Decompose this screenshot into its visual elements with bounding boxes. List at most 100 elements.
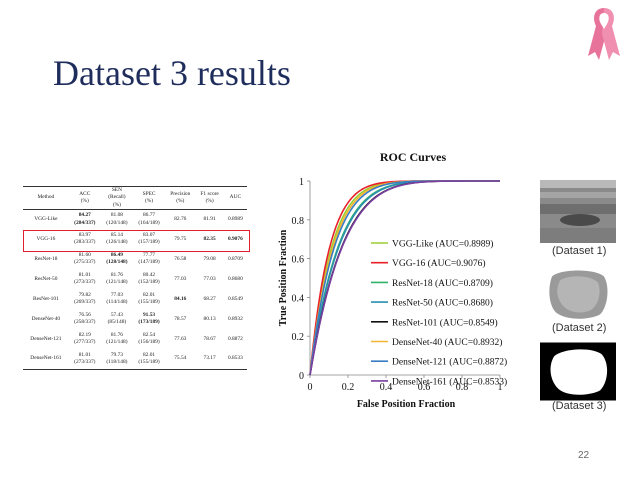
dataset-2-caption: (Dataset 2)	[552, 322, 607, 334]
y-tick-label: 0.4	[292, 293, 305, 304]
table-row: DenseNet-161 81.01 (273/337) 79.73 (118/148)…	[23, 349, 247, 370]
table-cell-sen: 77.03 (114/148)	[106, 292, 128, 306]
table-cell-f1: 79.08	[203, 255, 216, 262]
legend-label: DenseNet-121 (AUC=0.8872)	[392, 357, 507, 368]
legend-label: ResNet-101 (AUC=0.8549)	[392, 317, 498, 328]
column-header-spec: SPEC (%)	[132, 186, 166, 210]
table-cell-sen: 81.76 (121/148)	[106, 332, 128, 346]
table-cell-acc: 79.82 (269/337)	[74, 292, 96, 306]
table-body: VGG-Like 84.27 (284/337) 81.08 (120/148) 86.7…	[23, 209, 247, 370]
table-cell-sen: 79.73 (118/148)	[100, 349, 133, 370]
table-cell-acc: 81.01 (273/337)	[68, 349, 101, 370]
table-row: ResNet-101 79.82 (269/337) 77.03 (114/148) 82…	[23, 289, 247, 309]
table-cell-precision: 84.16	[174, 295, 187, 302]
table-cell-method: DenseNet-121	[30, 335, 62, 342]
y-tick-label: 0.6	[292, 255, 305, 266]
table-row: ResNet-18 81.60 (275/337) 86.49 (128/148) 77.…	[23, 249, 247, 269]
table-cell-method: DenseNet-161	[23, 349, 69, 370]
table-cell-f1: 68.27	[203, 295, 216, 302]
table-cell-precision: 82.76	[174, 215, 187, 222]
roc-curve-8	[309, 180, 500, 376]
table-cell-acc: 83.97 (283/337)	[74, 232, 96, 246]
table-cell-acc: 84.27 (284/337)	[74, 212, 96, 226]
table-cell-spec: 82.01 (155/189)	[138, 292, 160, 306]
table-cell-acc: 76.56 (258/337)	[74, 312, 96, 326]
column-header-acc: ACC (%)	[68, 186, 101, 210]
x-tick-label: 0.8	[456, 382, 469, 393]
table-cell-method: VGG-16	[36, 235, 56, 242]
table-cell-f1: 80.13	[203, 315, 216, 322]
table-cell-spec: 82.01 (155/189)	[132, 349, 166, 370]
table-cell-f1: 81.91	[203, 215, 216, 222]
dataset-3-thumbnail	[540, 342, 616, 401]
table-row: ResNet-50 81.01 (273/337) 81.76 (121/148) 80.…	[23, 269, 247, 289]
x-tick-label: 0	[308, 382, 313, 393]
table-cell-f1: 78.67	[203, 335, 216, 342]
table-cell-spec: 77.77 (147/189)	[138, 252, 160, 266]
results-table: Method ACC (%) SEN (Recall) (%) SPEC (%) Precisi…	[23, 186, 247, 370]
legend-label: VGG-16 (AUC=0.9076)	[392, 258, 486, 269]
highlight-box	[23, 230, 250, 252]
column-header-sen: SEN (Recall) (%)	[100, 186, 133, 210]
axes: 0 0.2 0.4 0.6 0.8 1 0 0.2 0.4 0.6 0.8 1	[292, 177, 503, 393]
legend-label: ResNet-50 (AUC=0.8680)	[392, 298, 493, 309]
table-cell-acc: 81.60 (275/337)	[74, 252, 96, 266]
x-tick-label: 0.4	[380, 382, 393, 393]
column-header-method: Method	[23, 186, 69, 210]
table-cell-precision: 77.03	[174, 275, 187, 282]
chart-legend: VGG-Like (AUC=0.8989) VGG-16 (AUC=0.9076)…	[371, 239, 507, 387]
slide-title: Dataset 3 results	[53, 53, 291, 93]
table-row: DenseNet-121 82.19 (277/337) 81.76 (121/148)…	[23, 329, 247, 349]
dataset-1-caption: (Dataset 1)	[552, 245, 607, 257]
table-header: Method ACC (%) SEN (Recall) (%) SPEC (%) Precisi…	[23, 186, 247, 210]
table-cell-sen: 81.08 (120/148)	[106, 212, 128, 226]
page-number: 22	[578, 450, 590, 461]
roc-curves	[309, 180, 500, 376]
table-cell-spec: 82.54 (156/189)	[138, 332, 160, 346]
table-cell-method: DenseNet-40	[31, 315, 61, 322]
legend-label: DenseNet-161 (AUC=0.8533)	[392, 376, 507, 387]
table-cell-auc: 0.8932	[227, 315, 243, 322]
table-cell-f1: 77.03	[203, 275, 216, 282]
table-row: VGG-Like 84.27 (284/337) 81.08 (120/148) 86.7…	[23, 209, 247, 229]
table-cell-auc: 0.8709	[227, 255, 243, 262]
table-cell-acc: 81.01 (273/337)	[74, 272, 96, 286]
table-cell-precision: 76.58	[174, 255, 187, 262]
table-header-row: Method ACC (%) SEN (Recall) (%) SPEC (%) Precisi…	[23, 186, 247, 210]
table-cell-spec: 83.07 (157/189)	[138, 232, 160, 246]
table-row: DenseNet-40 76.56 (258/337) 57.43 (85/148) 91…	[23, 309, 247, 329]
pink-ribbon-icon	[588, 8, 620, 60]
table-cell-auc: 0.8680	[227, 275, 243, 282]
x-tick-label: 0.2	[342, 382, 355, 393]
dataset-1-thumbnail	[540, 180, 616, 243]
x-tick-label: 0.6	[418, 382, 431, 393]
column-header-f1: F1 score (%)	[195, 186, 224, 210]
table-cell-sen: 81.76 (121/148)	[106, 272, 128, 286]
table-cell-auc: 0.8549	[227, 295, 243, 302]
table-cell-auc: 0.8533	[223, 349, 247, 370]
table-cell-precision: 79.75	[174, 235, 187, 242]
table-cell-f1: 82.35	[203, 235, 216, 242]
x-tick-label: 1	[498, 382, 503, 393]
column-header-auc: AUC	[223, 186, 247, 210]
legend-label: VGG-Like (AUC=0.8989)	[392, 239, 493, 250]
roc-chart: ROC Curves False Position Fraction True …	[278, 150, 507, 410]
table-cell-spec: 86.77 (164/189)	[138, 212, 160, 226]
legend-label: ResNet-18 (AUC=0.8709)	[392, 278, 493, 289]
y-tick-label: 1	[299, 177, 304, 188]
table-row: VGG-16 83.97 (283/337) 85.14 (126/148) 83.07(…	[23, 229, 247, 249]
dataset-3-caption: (Dataset 3)	[552, 400, 607, 412]
y-tick-label: 0.8	[292, 216, 305, 227]
table-cell-spec: 91.53 (173/189)	[138, 312, 160, 326]
table-cell-f1: 73.17	[195, 349, 224, 370]
table-cell-auc: 0.9076	[227, 235, 243, 242]
table-cell-precision: 75.54	[165, 349, 196, 370]
table-cell-method: ResNet-18	[34, 255, 58, 262]
table-cell-sen: 86.49 (128/148)	[106, 252, 128, 266]
table-cell-acc: 82.19 (277/337)	[74, 332, 96, 346]
table-cell-method: ResNet-50	[34, 275, 58, 282]
table-cell-precision: 78.57	[174, 315, 187, 322]
dataset-2-thumbnail	[540, 262, 616, 325]
table-cell-auc: 0.8989	[227, 215, 243, 222]
table-cell-spec: 80.42 (152/189)	[138, 272, 160, 286]
